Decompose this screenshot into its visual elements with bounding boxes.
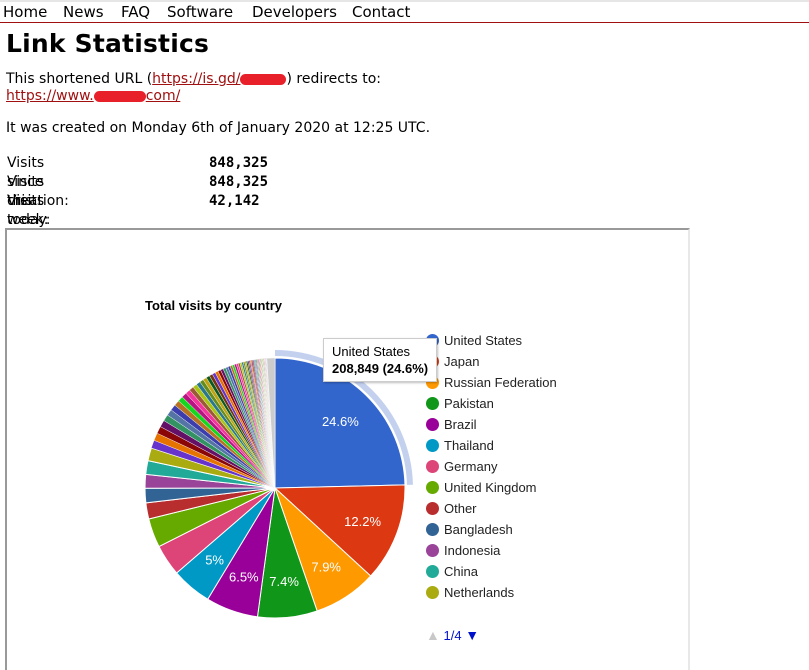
- legend-label: United Kingdom: [444, 480, 537, 495]
- pie-slice[interactable]: [273, 484, 406, 577]
- legend-label: Pakistan: [444, 396, 494, 411]
- nav-software[interactable]: Software: [167, 3, 234, 21]
- legend-dot-icon: [426, 523, 439, 536]
- legend-dot-icon: [426, 502, 439, 515]
- nav-faq[interactable]: FAQ: [121, 3, 151, 21]
- nav-news[interactable]: News: [63, 3, 104, 21]
- slice-label: 24.6%: [322, 414, 359, 429]
- slice-label: 7.4%: [269, 574, 299, 589]
- legend-label: Thailand: [444, 438, 494, 453]
- stat-value: 848,325: [209, 174, 269, 190]
- slice-label: 12.2%: [344, 514, 381, 529]
- top-border: [0, 0, 809, 2]
- legend-dot-icon: [426, 586, 439, 599]
- top-nav: Home News FAQ Software Developers Contac…: [0, 3, 809, 23]
- target-url-line: https://www. com/: [6, 88, 180, 105]
- target-url-link[interactable]: https://www. com/: [6, 88, 181, 104]
- stat-label: Visits since creation:: [7, 155, 69, 209]
- stat-label: Visits this week:: [7, 174, 49, 228]
- tooltip-value: 208,849 (24.6%): [332, 361, 429, 376]
- legend-dot-icon: [426, 418, 439, 431]
- legend-label: Germany: [444, 459, 498, 474]
- legend-dot-icon: [426, 460, 439, 473]
- nav-developers[interactable]: Developers: [252, 3, 337, 21]
- legend-label: United States: [444, 333, 523, 348]
- intro-line: This shortened URL (https://is.gd/) redi…: [6, 71, 381, 88]
- intro-suffix: ) redirects to:: [286, 71, 381, 87]
- intro-prefix: This shortened URL (: [6, 71, 153, 87]
- legend-label: Other: [444, 501, 477, 516]
- triangle-up-icon[interactable]: ▲: [426, 627, 440, 643]
- legend-label: China: [444, 564, 478, 579]
- legend-label: Netherlands: [444, 585, 515, 600]
- pie-slice[interactable]: [266, 357, 276, 489]
- legend-label: Japan: [444, 354, 480, 369]
- short-url-link[interactable]: https://is.gd/: [152, 71, 287, 87]
- legend-label: Indonesia: [444, 543, 501, 558]
- tooltip-title: United States: [332, 344, 411, 359]
- nav-home[interactable]: Home: [3, 3, 48, 21]
- chart-title: Total visits by country: [145, 298, 283, 313]
- stat-value: 848,325: [209, 155, 269, 171]
- legend-dot-icon: [426, 439, 439, 452]
- page-title: Link Statistics: [6, 29, 210, 58]
- legend-label: Bangladesh: [444, 522, 513, 537]
- legend-dot-icon: [426, 544, 439, 557]
- chart-tooltip: United States 208,849 (24.6%): [323, 338, 437, 382]
- triangle-down-icon[interactable]: ▼: [465, 627, 480, 643]
- legend-dot-icon: [426, 565, 439, 578]
- stat-label: Visits today:: [7, 193, 51, 228]
- legend-dot-icon: [426, 397, 439, 410]
- legend-pager: ▲ 1/4 ▼: [426, 627, 479, 643]
- redacted-code: [240, 73, 287, 85]
- slice-label: 5%: [205, 553, 224, 568]
- legend-label: Brazil: [444, 417, 477, 432]
- slice-label: 7.9%: [311, 559, 341, 574]
- legend-label: Russian Federation: [444, 375, 557, 390]
- redacted-domain: [93, 90, 146, 102]
- created-text: It was created on Monday 6th of January …: [6, 120, 431, 136]
- nav-contact[interactable]: Contact: [352, 3, 411, 21]
- legend-dot-icon: [426, 481, 439, 494]
- legend-page-indicator: 1/4: [443, 628, 462, 643]
- stat-value: 42,142: [209, 193, 260, 209]
- pie-slice[interactable]: [274, 357, 406, 489]
- slice-label: 6.5%: [229, 569, 259, 584]
